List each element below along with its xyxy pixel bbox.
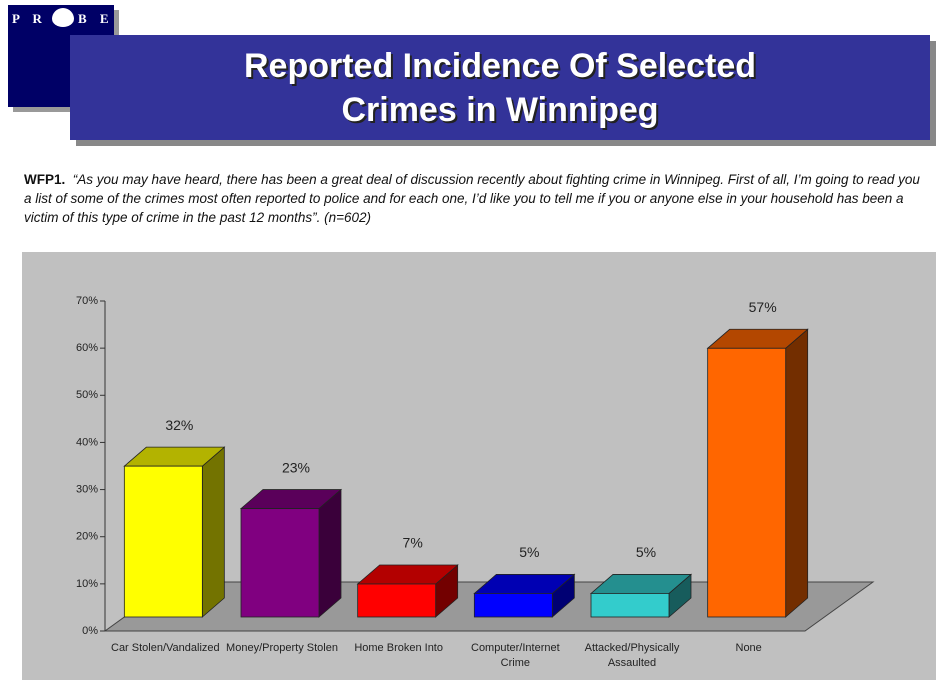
y-tick-label: 0% — [82, 625, 98, 637]
bar — [240, 508, 320, 618]
question-code: WFP1. — [24, 172, 66, 187]
value-label: 7% — [403, 535, 423, 551]
logo-ball — [52, 8, 74, 30]
bar — [473, 593, 553, 618]
chart-title: Reported Incidence Of Selected Crimes in… — [243, 46, 757, 129]
logo-text: B E — [78, 11, 114, 26]
y-tick-label: 10% — [76, 578, 98, 590]
bar — [707, 347, 787, 618]
value-label: 5% — [519, 544, 539, 560]
logo-text: P R — [12, 11, 47, 26]
x-tick-label: None — [735, 642, 762, 654]
value-label: 32% — [165, 417, 193, 433]
y-tick-label: 30% — [76, 483, 98, 495]
bar-side — [201, 446, 225, 618]
x-tick-label: Car Stolen/Vandalized — [111, 642, 220, 654]
bar — [590, 593, 670, 618]
value-label: 57% — [749, 299, 777, 315]
bar-side — [785, 328, 809, 618]
x-tick-label: Money/Property Stolen — [226, 642, 338, 654]
bar-side — [318, 488, 342, 618]
y-tick-label: 40% — [76, 436, 98, 448]
x-tick-label: Home Broken Into — [354, 642, 443, 654]
bar — [357, 583, 437, 618]
y-tick-label: 20% — [76, 531, 98, 543]
question-text: “As you may have heard, there has been a… — [24, 172, 920, 225]
title-banner: Reported Incidence Of Selected Crimes in… — [70, 35, 930, 140]
x-tick-label: Computer/Internet Crime — [471, 642, 560, 669]
value-label: 23% — [282, 459, 310, 475]
question: WFP1. “As you may have heard, there has … — [24, 170, 924, 227]
x-tick-label: Attacked/Physically Assaulted — [584, 642, 680, 669]
bar — [123, 465, 203, 618]
value-label: 5% — [636, 544, 656, 560]
y-tick-label: 70% — [76, 295, 98, 307]
y-tick-label: 50% — [76, 389, 98, 401]
y-tick-label: 60% — [76, 342, 98, 354]
